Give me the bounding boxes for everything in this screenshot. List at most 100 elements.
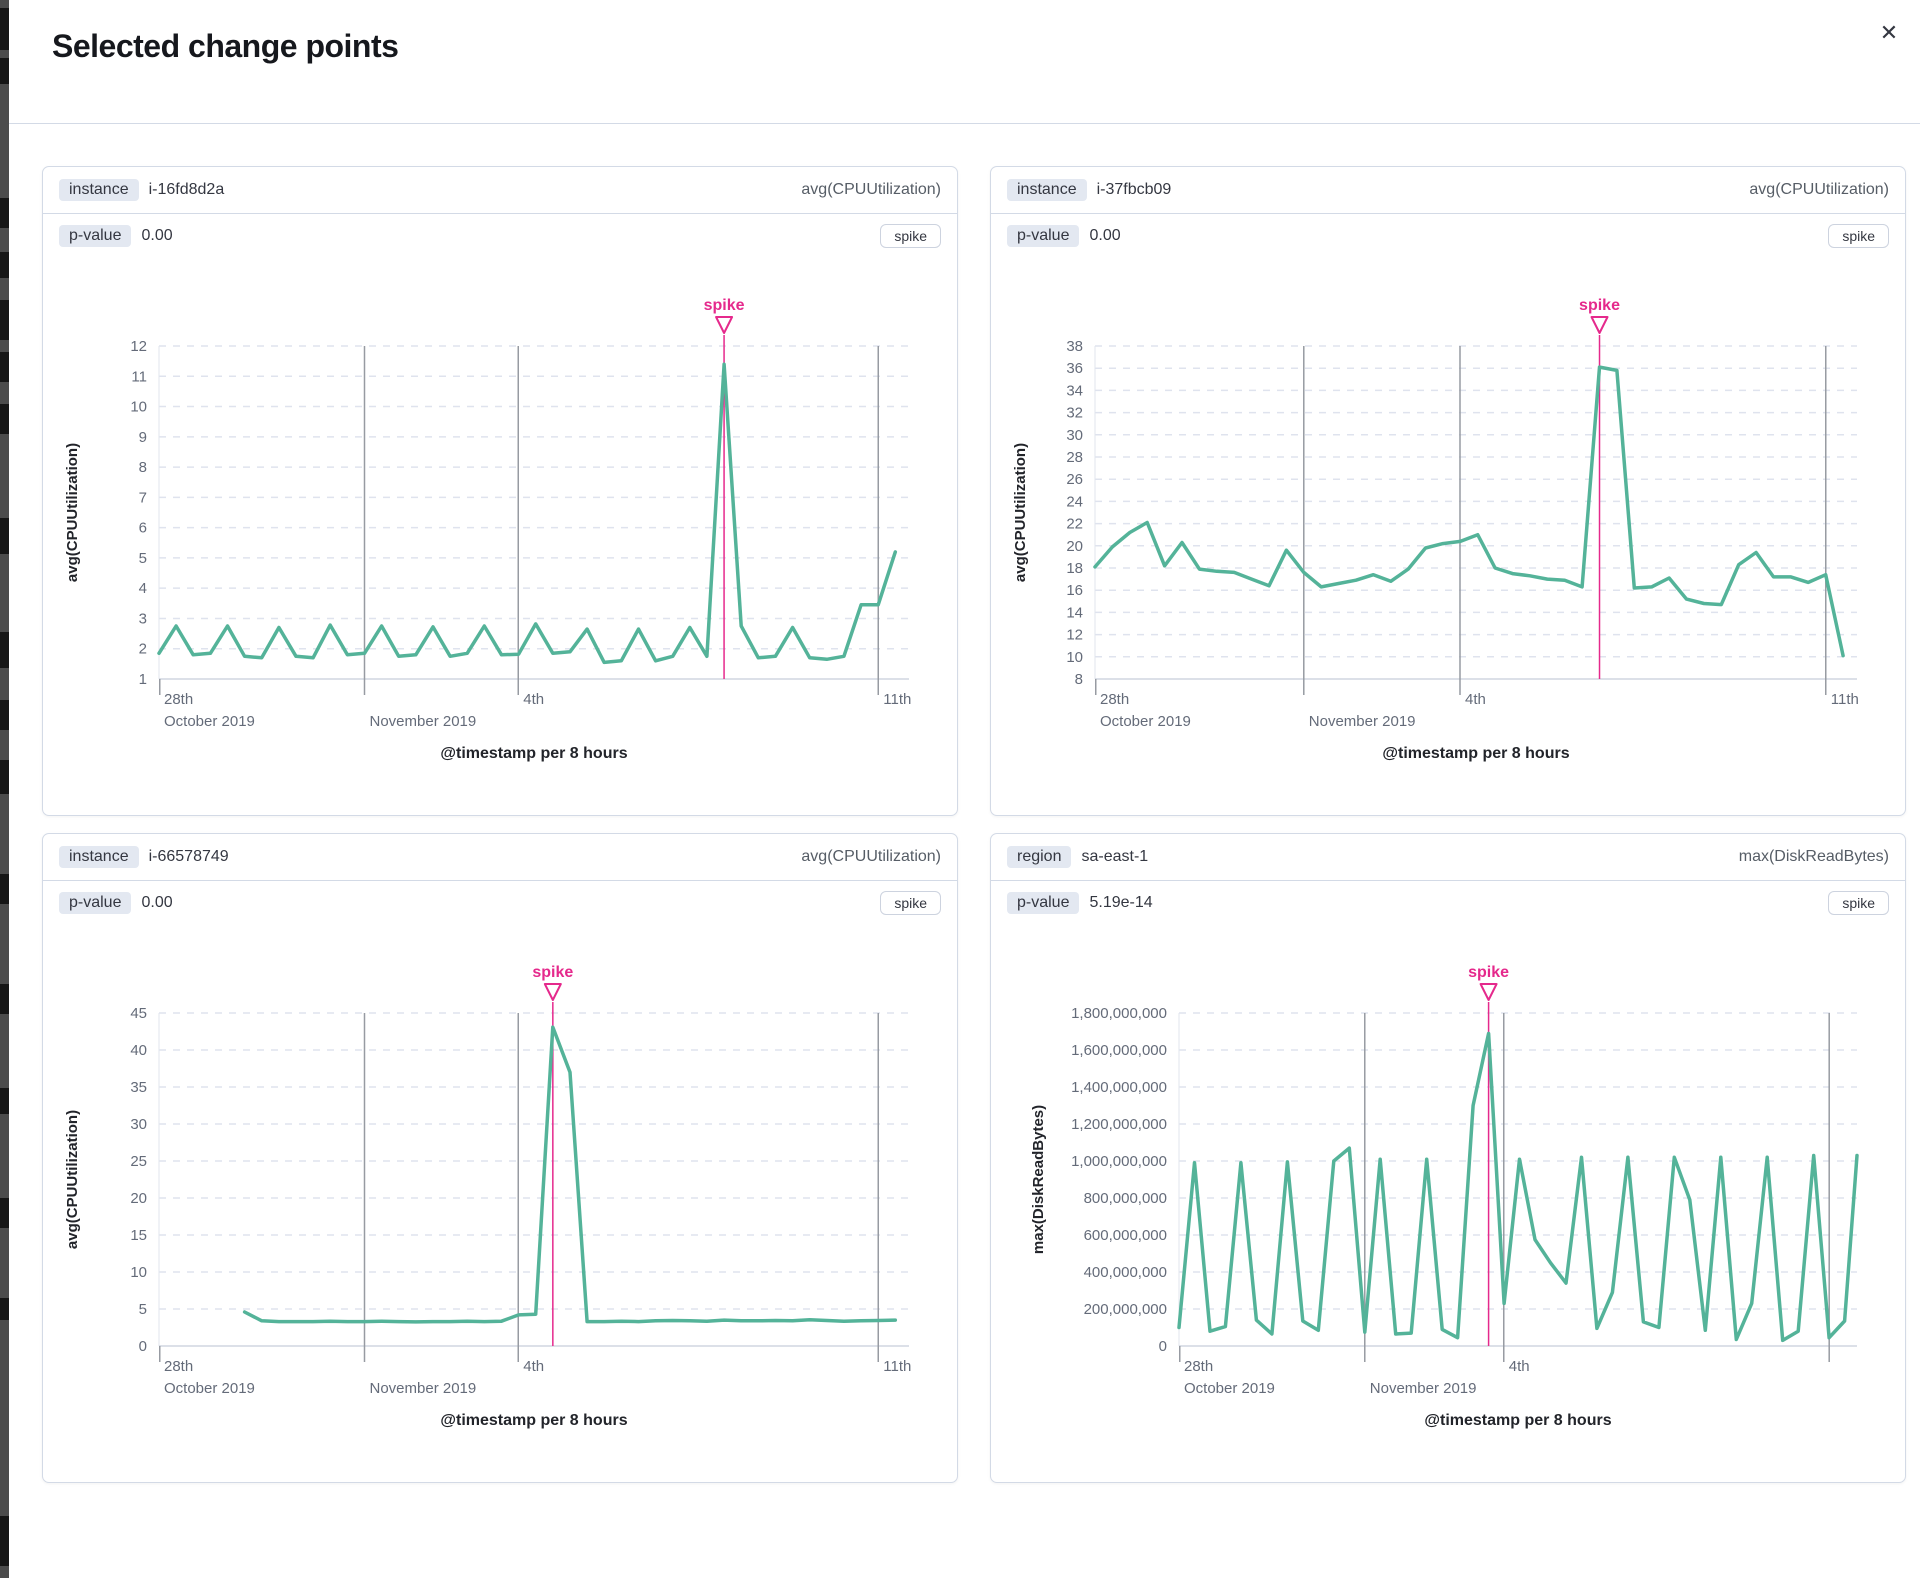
metric-series-line (157, 362, 898, 665)
chart-area: 0 200,000,000 400,000,000 600,000,000 800,00… (991, 921, 1905, 1461)
y-tick-label: 600,000,000 (1084, 1227, 1167, 1244)
panel-header: instance i-37fbcb09 avg(CPUUtilization) (991, 167, 1905, 214)
close-icon[interactable]: ✕ (1879, 20, 1899, 45)
line-chart: 0 200,000,000 400,000,000 600,000,000 800,00… (1030, 964, 1859, 1429)
x-tick-label: October 2019 (1100, 713, 1191, 730)
y-tick-label: 45 (130, 1005, 147, 1022)
y-tick-label: 18 (1066, 560, 1083, 577)
y-tick-label: 1,400,000,000 (1071, 1079, 1167, 1096)
y-tick-label: 6 (139, 520, 147, 537)
split-field-value: i-66578749 (148, 848, 229, 865)
header-divider (9, 123, 1920, 124)
y-tick-label: 8 (139, 459, 147, 476)
y-axis-title: avg(CPUUtilization) (64, 1110, 81, 1249)
x-axis-title: @timestamp per 8 hours (440, 745, 627, 762)
x-tick-label: November 2019 (370, 713, 477, 730)
y-tick-label: 4 (139, 580, 147, 597)
y-tick-label: 10 (130, 399, 147, 416)
y-tick-label: 3 (139, 610, 147, 627)
panel-header: region sa-east-1 max(DiskReadBytes) (991, 834, 1905, 881)
change-type-button[interactable]: spike (880, 891, 941, 915)
y-tick-label: 34 (1066, 382, 1083, 399)
background-app-icon (0, 1516, 9, 1566)
x-tick-label: 28th (1184, 1358, 1213, 1375)
spike-marker-icon (1590, 316, 1609, 334)
metric-label: avg(CPUUtilization) (801, 848, 941, 865)
panel-meta-row: p-value 0.00 spike (43, 214, 957, 254)
spike-annotation-label: spike (704, 297, 745, 314)
y-tick-label: 1,800,000,000 (1071, 1005, 1167, 1022)
flyout-header: Selected change points ✕ (9, 0, 1920, 123)
y-tick-label: 9 (139, 429, 147, 446)
panel-meta-row: p-value 0.00 spike (991, 214, 1905, 254)
y-tick-label: 30 (130, 1116, 147, 1133)
metric-label: max(DiskReadBytes) (1738, 848, 1889, 865)
spike-marker-icon (715, 316, 734, 334)
y-tick-label: 10 (1066, 649, 1083, 666)
background-app-icon (0, 518, 9, 554)
y-tick-label: 35 (130, 1079, 147, 1096)
y-tick-label: 12 (1066, 627, 1083, 644)
x-axis-title: @timestamp per 8 hours (1382, 745, 1569, 762)
metric-series-line (1093, 365, 1845, 658)
y-tick-label: 7 (139, 489, 147, 506)
y-tick-label: 1 (139, 671, 147, 688)
x-tick-label: 28th (164, 1358, 193, 1375)
panel-header: instance i-66578749 avg(CPUUtilization) (43, 834, 957, 881)
background-app-icon (0, 300, 9, 340)
y-tick-label: 1,600,000,000 (1071, 1042, 1167, 1059)
y-axis-title: avg(CPUUtilization) (1012, 443, 1029, 582)
change-type-button[interactable]: spike (1828, 891, 1889, 915)
x-tick-label: 28th (164, 691, 193, 708)
y-tick-label: 5 (139, 1301, 147, 1318)
x-axis-title: @timestamp per 8 hours (440, 1412, 627, 1429)
y-tick-label: 26 (1066, 471, 1083, 488)
split-field-value: i-16fd8d2a (148, 181, 225, 198)
split-field-value: sa-east-1 (1081, 848, 1149, 865)
y-tick-label: 1,200,000,000 (1071, 1116, 1167, 1133)
chart-area: 8 10 12 14 16 18 20 22 24 26 28 30 32 34 36 38 28th 4th 11… (991, 254, 1905, 794)
change-type-button[interactable]: spike (1828, 224, 1889, 248)
y-tick-label: 800,000,000 (1084, 1190, 1167, 1207)
panel-meta-row: p-value 0.00 spike (43, 881, 957, 921)
background-app-icon (0, 760, 9, 794)
background-app-icon (0, 632, 9, 668)
background-app-icon (0, 58, 9, 84)
x-tick-label: 4th (1465, 691, 1486, 708)
x-tick-label: 4th (523, 1358, 544, 1375)
y-axis-title: avg(CPUUtilization) (64, 443, 81, 582)
change-type-button[interactable]: spike (880, 224, 941, 248)
background-app-icon (0, 198, 9, 228)
background-app-icon (0, 8, 9, 50)
p-value-badge: p-value (59, 892, 132, 914)
y-tick-label: 15 (130, 1227, 147, 1244)
y-tick-label: 400,000,000 (1084, 1264, 1167, 1281)
y-tick-label: 40 (130, 1042, 147, 1059)
x-tick-label: 11th (883, 691, 911, 708)
spike-marker-icon (1479, 983, 1498, 1001)
y-tick-label: 12 (130, 338, 147, 355)
spike-annotation-label: spike (532, 964, 573, 981)
background-app-strip (0, 0, 9, 1578)
metric-label: avg(CPUUtilization) (1749, 181, 1889, 198)
x-tick-label: October 2019 (164, 713, 255, 730)
background-app-icon (0, 352, 9, 382)
change-point-panel: instance i-16fd8d2a avg(CPUUtilization) p-v… (42, 166, 958, 816)
y-tick-label: 5 (139, 550, 147, 567)
panel-meta-row: p-value 5.19e-14 spike (991, 881, 1905, 921)
line-chart: 8 10 12 14 16 18 20 22 24 26 28 30 32 34 36 38 28th 4th 11… (1012, 297, 1859, 762)
p-value-value: 5.19e-14 (1089, 894, 1153, 911)
y-tick-label: 30 (1066, 427, 1083, 444)
spike-annotation-label: spike (1468, 964, 1509, 981)
y-tick-label: 36 (1066, 360, 1083, 377)
y-tick-label: 22 (1066, 516, 1083, 533)
y-axis-title: max(DiskReadBytes) (1030, 1105, 1047, 1254)
background-app-icon (0, 404, 9, 434)
x-tick-label: 4th (523, 691, 544, 708)
change-point-panel: instance i-66578749 avg(CPUUtilization) p-v… (42, 833, 958, 1483)
y-tick-label: 20 (130, 1190, 147, 1207)
x-tick-label: October 2019 (164, 1380, 255, 1397)
y-tick-label: 200,000,000 (1084, 1301, 1167, 1318)
background-app-icon (0, 1198, 9, 1228)
